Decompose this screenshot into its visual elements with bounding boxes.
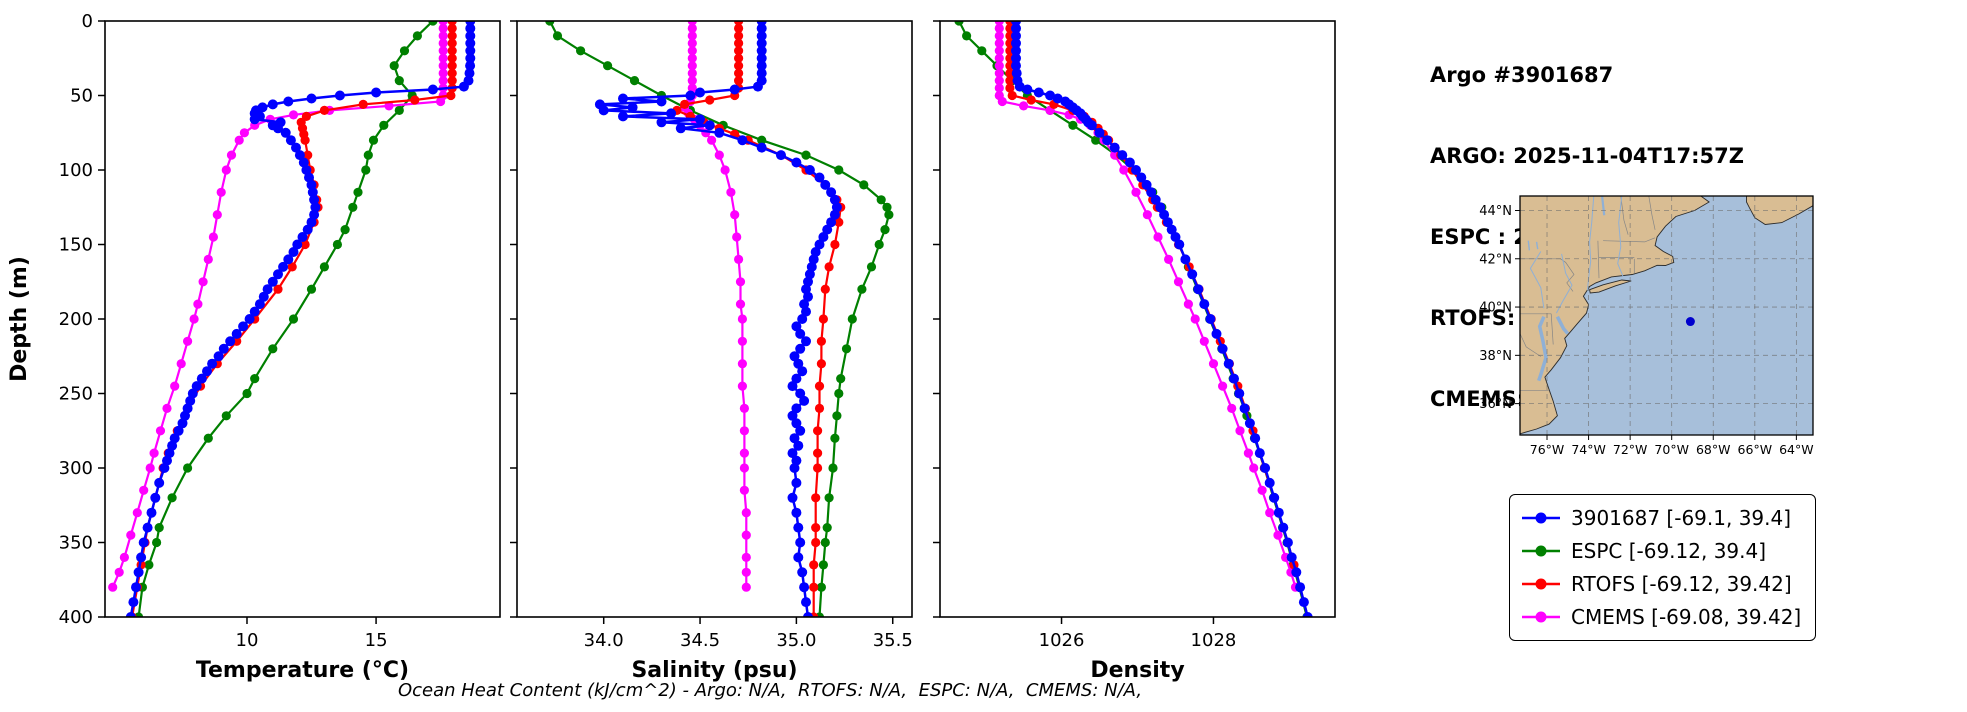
temperature-plot-series-ESPC — [134, 21, 438, 617]
svg-text:1026: 1026 — [1039, 630, 1085, 651]
svg-text:350: 350 — [59, 533, 93, 554]
svg-text:15: 15 — [365, 630, 388, 651]
svg-text:44°N: 44°N — [1479, 204, 1512, 219]
header-line-float-id: Argo #3901687 — [1430, 63, 1614, 87]
svg-text:72°W: 72°W — [1613, 442, 1648, 457]
svg-text:Density: Density — [1090, 658, 1184, 683]
header-line-argo-time: ARGO: 2025-11-04T17:57Z — [1430, 144, 1744, 168]
svg-text:10: 10 — [236, 630, 259, 651]
svg-text:40°N: 40°N — [1479, 301, 1512, 316]
svg-text:64°W: 64°W — [1779, 442, 1814, 457]
density-plot-series-ESPC — [954, 21, 1312, 617]
float-location-dot — [1685, 317, 1695, 327]
svg-text:70°W: 70°W — [1654, 442, 1689, 457]
svg-text:34.0: 34.0 — [584, 630, 624, 651]
legend-marker-espc — [1522, 545, 1560, 557]
svg-text:200: 200 — [59, 309, 93, 330]
ohc-caption: Ocean Heat Content (kJ/cm^2) - Argo: N/A… — [397, 680, 1143, 701]
temperature-plot-series-3901687 — [125, 21, 476, 617]
salinity-plot-series-ESPC — [545, 21, 894, 617]
map-canvas — [1520, 196, 1813, 435]
legend-item-cmems: CMEMS [-69.08, 39.42] — [1520, 602, 1801, 632]
svg-text:250: 250 — [59, 384, 93, 405]
legend-item-espc: ESPC [-69.12, 39.4] — [1520, 536, 1801, 566]
svg-text:76°W: 76°W — [1530, 442, 1565, 457]
svg-text:68°W: 68°W — [1696, 442, 1731, 457]
legend-label-rtofs: RTOFS [-69.12, 39.42] — [1571, 572, 1792, 596]
legend-label-argo: 3901687 [-69.1, 39.4] — [1571, 506, 1792, 530]
svg-text:0: 0 — [82, 11, 93, 32]
svg-text:35.5: 35.5 — [873, 630, 913, 651]
svg-text:74°W: 74°W — [1571, 442, 1606, 457]
density-plot-series-3901687 — [1011, 21, 1313, 617]
svg-text:Salinity (psu): Salinity (psu) — [631, 658, 797, 683]
svg-text:34.5: 34.5 — [680, 630, 720, 651]
svg-text:1028: 1028 — [1191, 630, 1237, 651]
temperature-plot-series-CMEMS — [108, 21, 448, 592]
density-plot: 1026 1028 Density — [933, 20, 1336, 683]
legend-marker-rtofs — [1522, 578, 1560, 590]
density-plot-series-RTOFS — [1005, 21, 1313, 617]
svg-text:Depth (m): Depth (m) — [7, 256, 32, 382]
svg-text:150: 150 — [59, 235, 93, 256]
location-map: 44°N 42°N 40°N 38°N 36°N 76°W 74°W 72°W 70°W 68°W… — [1479, 195, 1814, 457]
svg-text:42°N: 42°N — [1479, 252, 1512, 267]
legend-marker-argo — [1522, 512, 1560, 524]
legend-marker-cmems — [1522, 611, 1560, 623]
svg-text:36°N: 36°N — [1479, 397, 1512, 412]
svg-text:50: 50 — [70, 86, 93, 107]
svg-text:35.0: 35.0 — [776, 630, 816, 651]
svg-text:300: 300 — [59, 458, 93, 479]
legend-item-rtofs: RTOFS [-69.12, 39.42] — [1520, 569, 1801, 599]
legend-label-cmems: CMEMS [-69.08, 39.42] — [1571, 605, 1802, 629]
salinity-plot: 34.0 34.5 35.0 35.5 Salinity (psu) — [510, 20, 913, 683]
salinity-plot-series-3901687 — [594, 21, 842, 617]
legend-box: 3901687 [-69.1, 39.4] ESPC [-69.12, 39.4… — [1509, 494, 1817, 641]
svg-text:66°W: 66°W — [1738, 442, 1773, 457]
svg-text:Temperature (°C): Temperature (°C) — [196, 658, 409, 683]
legend-item-argo: 3901687 [-69.1, 39.4] — [1520, 503, 1801, 533]
svg-text:100: 100 — [59, 160, 93, 181]
temperature-plot: 10 15050100150200250300350400Temperature … — [59, 11, 501, 683]
profile-plots: 10 15050100150200250300350400Temperature … — [7, 11, 1336, 683]
salinity-plot-series-RTOFS — [672, 21, 846, 617]
legend-label-espc: ESPC [-69.12, 39.4] — [1571, 539, 1767, 563]
svg-text:400: 400 — [59, 607, 93, 628]
svg-text:38°N: 38°N — [1479, 349, 1512, 364]
